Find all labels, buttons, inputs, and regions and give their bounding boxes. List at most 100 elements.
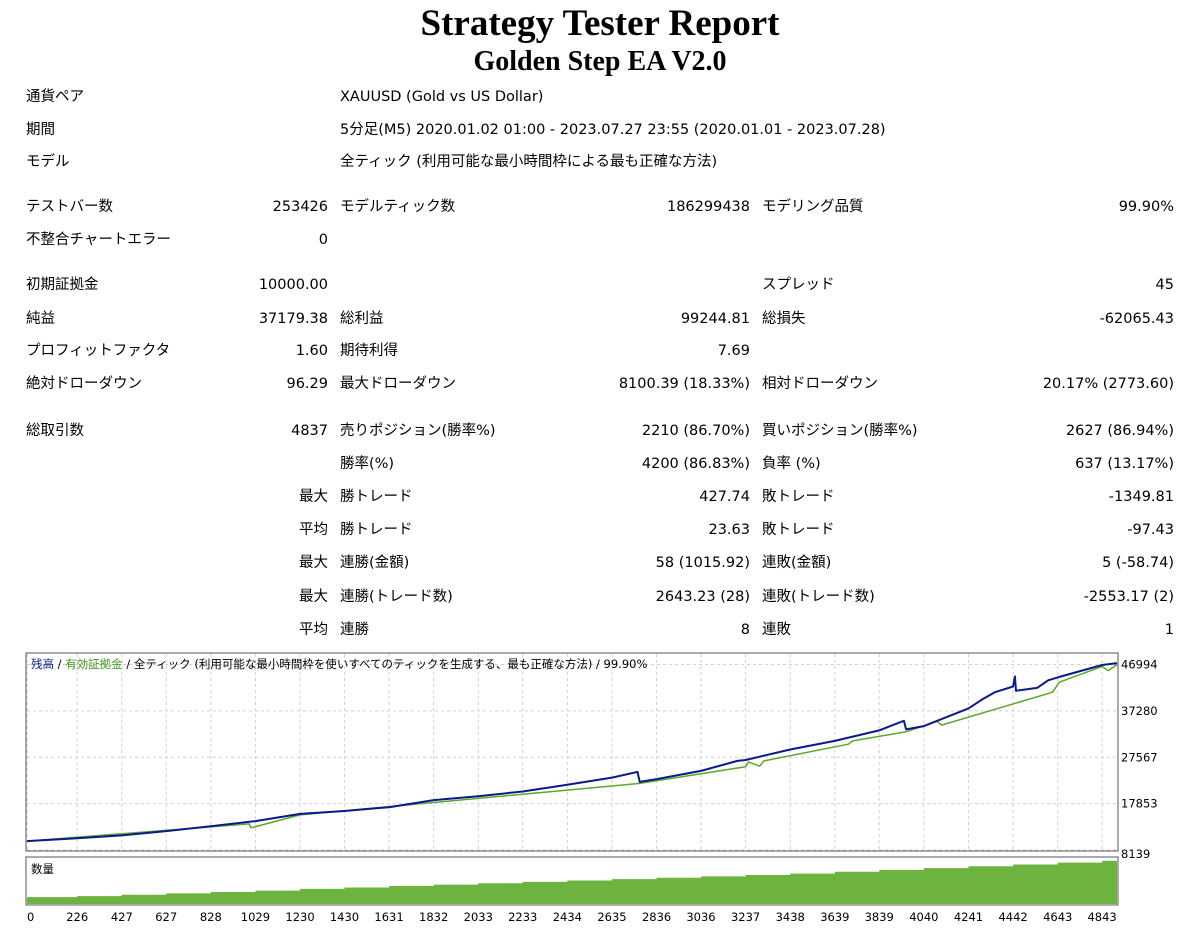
bars-value: 253426: [272, 199, 328, 215]
y-tick-label-4: 8139: [1121, 847, 1150, 861]
x-tick-label-24: 4843: [1087, 910, 1116, 924]
legend-rest: / 全ティック (利用可能な最小時間枠を使いすべてのティックを生成する、最も正確…: [123, 657, 648, 671]
x-tick-label-11: 2233: [508, 910, 537, 924]
y-tick-label-0: 46994: [1121, 658, 1158, 672]
max-dd-value: 8100.39 (18.33%): [618, 376, 750, 392]
win-pct-value: 4200 (86.83%): [641, 456, 750, 472]
mismatch-value: 0: [318, 232, 328, 248]
model-label: モデル: [26, 154, 70, 170]
x-tick-label-22: 4442: [998, 910, 1027, 924]
x-tick-label-23: 4643: [1043, 910, 1072, 924]
x-tick-label-20: 4040: [909, 910, 938, 924]
gross-loss-label: 総損失: [762, 311, 806, 327]
x-tick-label-0: 0: [27, 910, 34, 924]
balance-line: [26, 662, 1118, 843]
x-tick-label-5: 1029: [241, 910, 270, 924]
average-prefix: 平均: [299, 522, 328, 538]
legend-equity: 有効証拠金: [65, 657, 123, 671]
max-consec-loss-money-value: 5 (-58.74): [1102, 555, 1174, 571]
long-label: 買いポジション(勝率%): [762, 423, 918, 439]
avg-loss-value: -97.43: [1127, 522, 1174, 538]
max-consec-win-count-value: 2643.23 (28): [655, 589, 750, 605]
x-tick-label-12: 2434: [553, 910, 582, 924]
largest-win-value: 427.74: [699, 489, 750, 505]
max-consec-loss-count-value: -2553.17 (2): [1083, 589, 1174, 605]
pf-label: プロフィットファクタ: [26, 343, 171, 359]
report-subtitle: Golden Step EA V2.0: [473, 46, 727, 77]
avg-consec-loss-label: 連敗: [762, 622, 791, 638]
avg-win-label: 勝トレード: [340, 522, 413, 538]
short-value: 2210 (86.70%): [641, 423, 750, 439]
avg-consec-prefix: 平均: [299, 622, 328, 638]
max-consec-prefix: 最大: [299, 555, 328, 571]
rel-dd-value: 20.17% (2773.60): [1042, 376, 1174, 392]
y-tick-label-1: 37280: [1121, 704, 1158, 718]
y-tick-label-2: 27567: [1121, 750, 1158, 764]
max-consec-loss-count-label: 連敗(トレード数): [762, 589, 875, 605]
loss-pct-label: 負率 (%): [762, 456, 821, 472]
max-consec-count-prefix: 最大: [299, 589, 328, 605]
deposit-value: 10000.00: [258, 277, 328, 293]
gross-profit-value: 99244.81: [680, 311, 750, 327]
gross-loss-value: -62065.43: [1099, 311, 1174, 327]
loss-pct-value: 637 (13.17%): [1075, 456, 1174, 472]
x-tick-label-17: 3438: [776, 910, 805, 924]
abs-dd-value: 96.29: [286, 376, 328, 392]
largest-win-label: 勝トレード: [340, 489, 413, 505]
pf-value: 1.60: [295, 343, 328, 359]
gross-profit-label: 総利益: [340, 311, 384, 327]
x-tick-label-7: 1430: [330, 910, 359, 924]
main-plot-frame: [25, 652, 1119, 852]
x-tick-label-15: 3036: [686, 910, 715, 924]
x-tick-label-2: 427: [111, 910, 133, 924]
win-pct-label: 勝率(%): [340, 456, 395, 472]
legend-balance: 残高: [31, 657, 54, 671]
largest-prefix: 最大: [299, 489, 328, 505]
largest-loss-label: 敗トレード: [762, 489, 835, 505]
legend-sep: /: [54, 657, 65, 671]
model-value: 全ティック (利用可能な最小時間枠による最も正確な方法): [340, 154, 718, 170]
avg-loss-label: 敗トレード: [762, 522, 835, 538]
x-tick-label-10: 2033: [464, 910, 493, 924]
avg-consec-win-label: 連勝: [340, 622, 369, 638]
chart-legend: 残高 / 有効証拠金 / 全ティック (利用可能な最小時間枠を使いすべてのティッ…: [31, 657, 647, 671]
max-consec-win-count-label: 連勝(トレード数): [340, 589, 453, 605]
bars-label: テストバー数: [26, 199, 113, 215]
max-dd-label: 最大ドローダウン: [340, 376, 456, 392]
net-value: 37179.38: [258, 311, 328, 327]
rel-dd-label: 相対ドローダウン: [762, 376, 878, 392]
x-tick-label-14: 2836: [642, 910, 671, 924]
x-tick-label-8: 1631: [374, 910, 403, 924]
spread-label: スプレッド: [762, 277, 835, 293]
quality-value: 99.90%: [1118, 199, 1174, 215]
trades-value: 4837: [291, 423, 328, 439]
avg-consec-loss-value: 1: [1164, 622, 1174, 638]
max-consec-win-money-label: 連勝(金額): [340, 555, 410, 571]
period-value: 5分足(M5) 2020.01.02 01:00 - 2023.07.27 23…: [340, 122, 886, 138]
symbol-label: 通貨ペア: [26, 89, 84, 105]
ticks-value: 186299438: [666, 199, 750, 215]
trades-label: 総取引数: [26, 423, 84, 439]
x-tick-label-6: 1230: [285, 910, 314, 924]
max-consec-loss-money-label: 連敗(金額): [762, 555, 832, 571]
short-label: 売りポジション(勝率%): [340, 423, 496, 439]
x-tick-label-19: 3839: [865, 910, 894, 924]
period-label: 期間: [26, 122, 55, 138]
x-tick-label-18: 3639: [820, 910, 849, 924]
net-label: 純益: [26, 311, 55, 327]
ticks-label: モデルティック数: [340, 199, 456, 215]
spread-value: 45: [1155, 277, 1174, 293]
volume-area: [27, 860, 1117, 904]
x-tick-label-9: 1832: [419, 910, 448, 924]
x-tick-label-13: 2635: [597, 910, 626, 924]
payoff-label: 期待利得: [340, 343, 398, 359]
deposit-label: 初期証拠金: [26, 277, 99, 293]
x-tick-label-1: 226: [66, 910, 88, 924]
abs-dd-label: 絶対ドローダウン: [26, 376, 142, 392]
mismatch-label: 不整合チャートエラー: [26, 232, 171, 248]
symbol-value: XAUUSD (Gold vs US Dollar): [340, 89, 544, 105]
max-consec-win-money-value: 58 (1015.92): [655, 555, 750, 571]
volume-label: 数量: [31, 862, 54, 876]
y-tick-label-3: 17853: [1121, 797, 1158, 811]
